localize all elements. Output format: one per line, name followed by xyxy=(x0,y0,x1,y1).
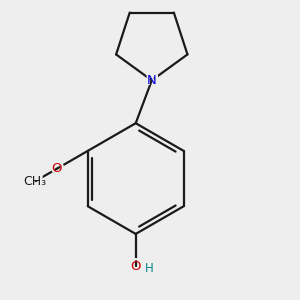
Text: O: O xyxy=(50,160,64,178)
Text: CH₃: CH₃ xyxy=(24,175,47,188)
Text: H: H xyxy=(145,262,153,275)
Text: O: O xyxy=(52,162,62,175)
Text: CH₃: CH₃ xyxy=(19,172,52,190)
Text: O: O xyxy=(130,260,141,273)
Text: O: O xyxy=(128,257,143,275)
Text: N: N xyxy=(147,74,157,87)
Text: N: N xyxy=(145,71,159,89)
